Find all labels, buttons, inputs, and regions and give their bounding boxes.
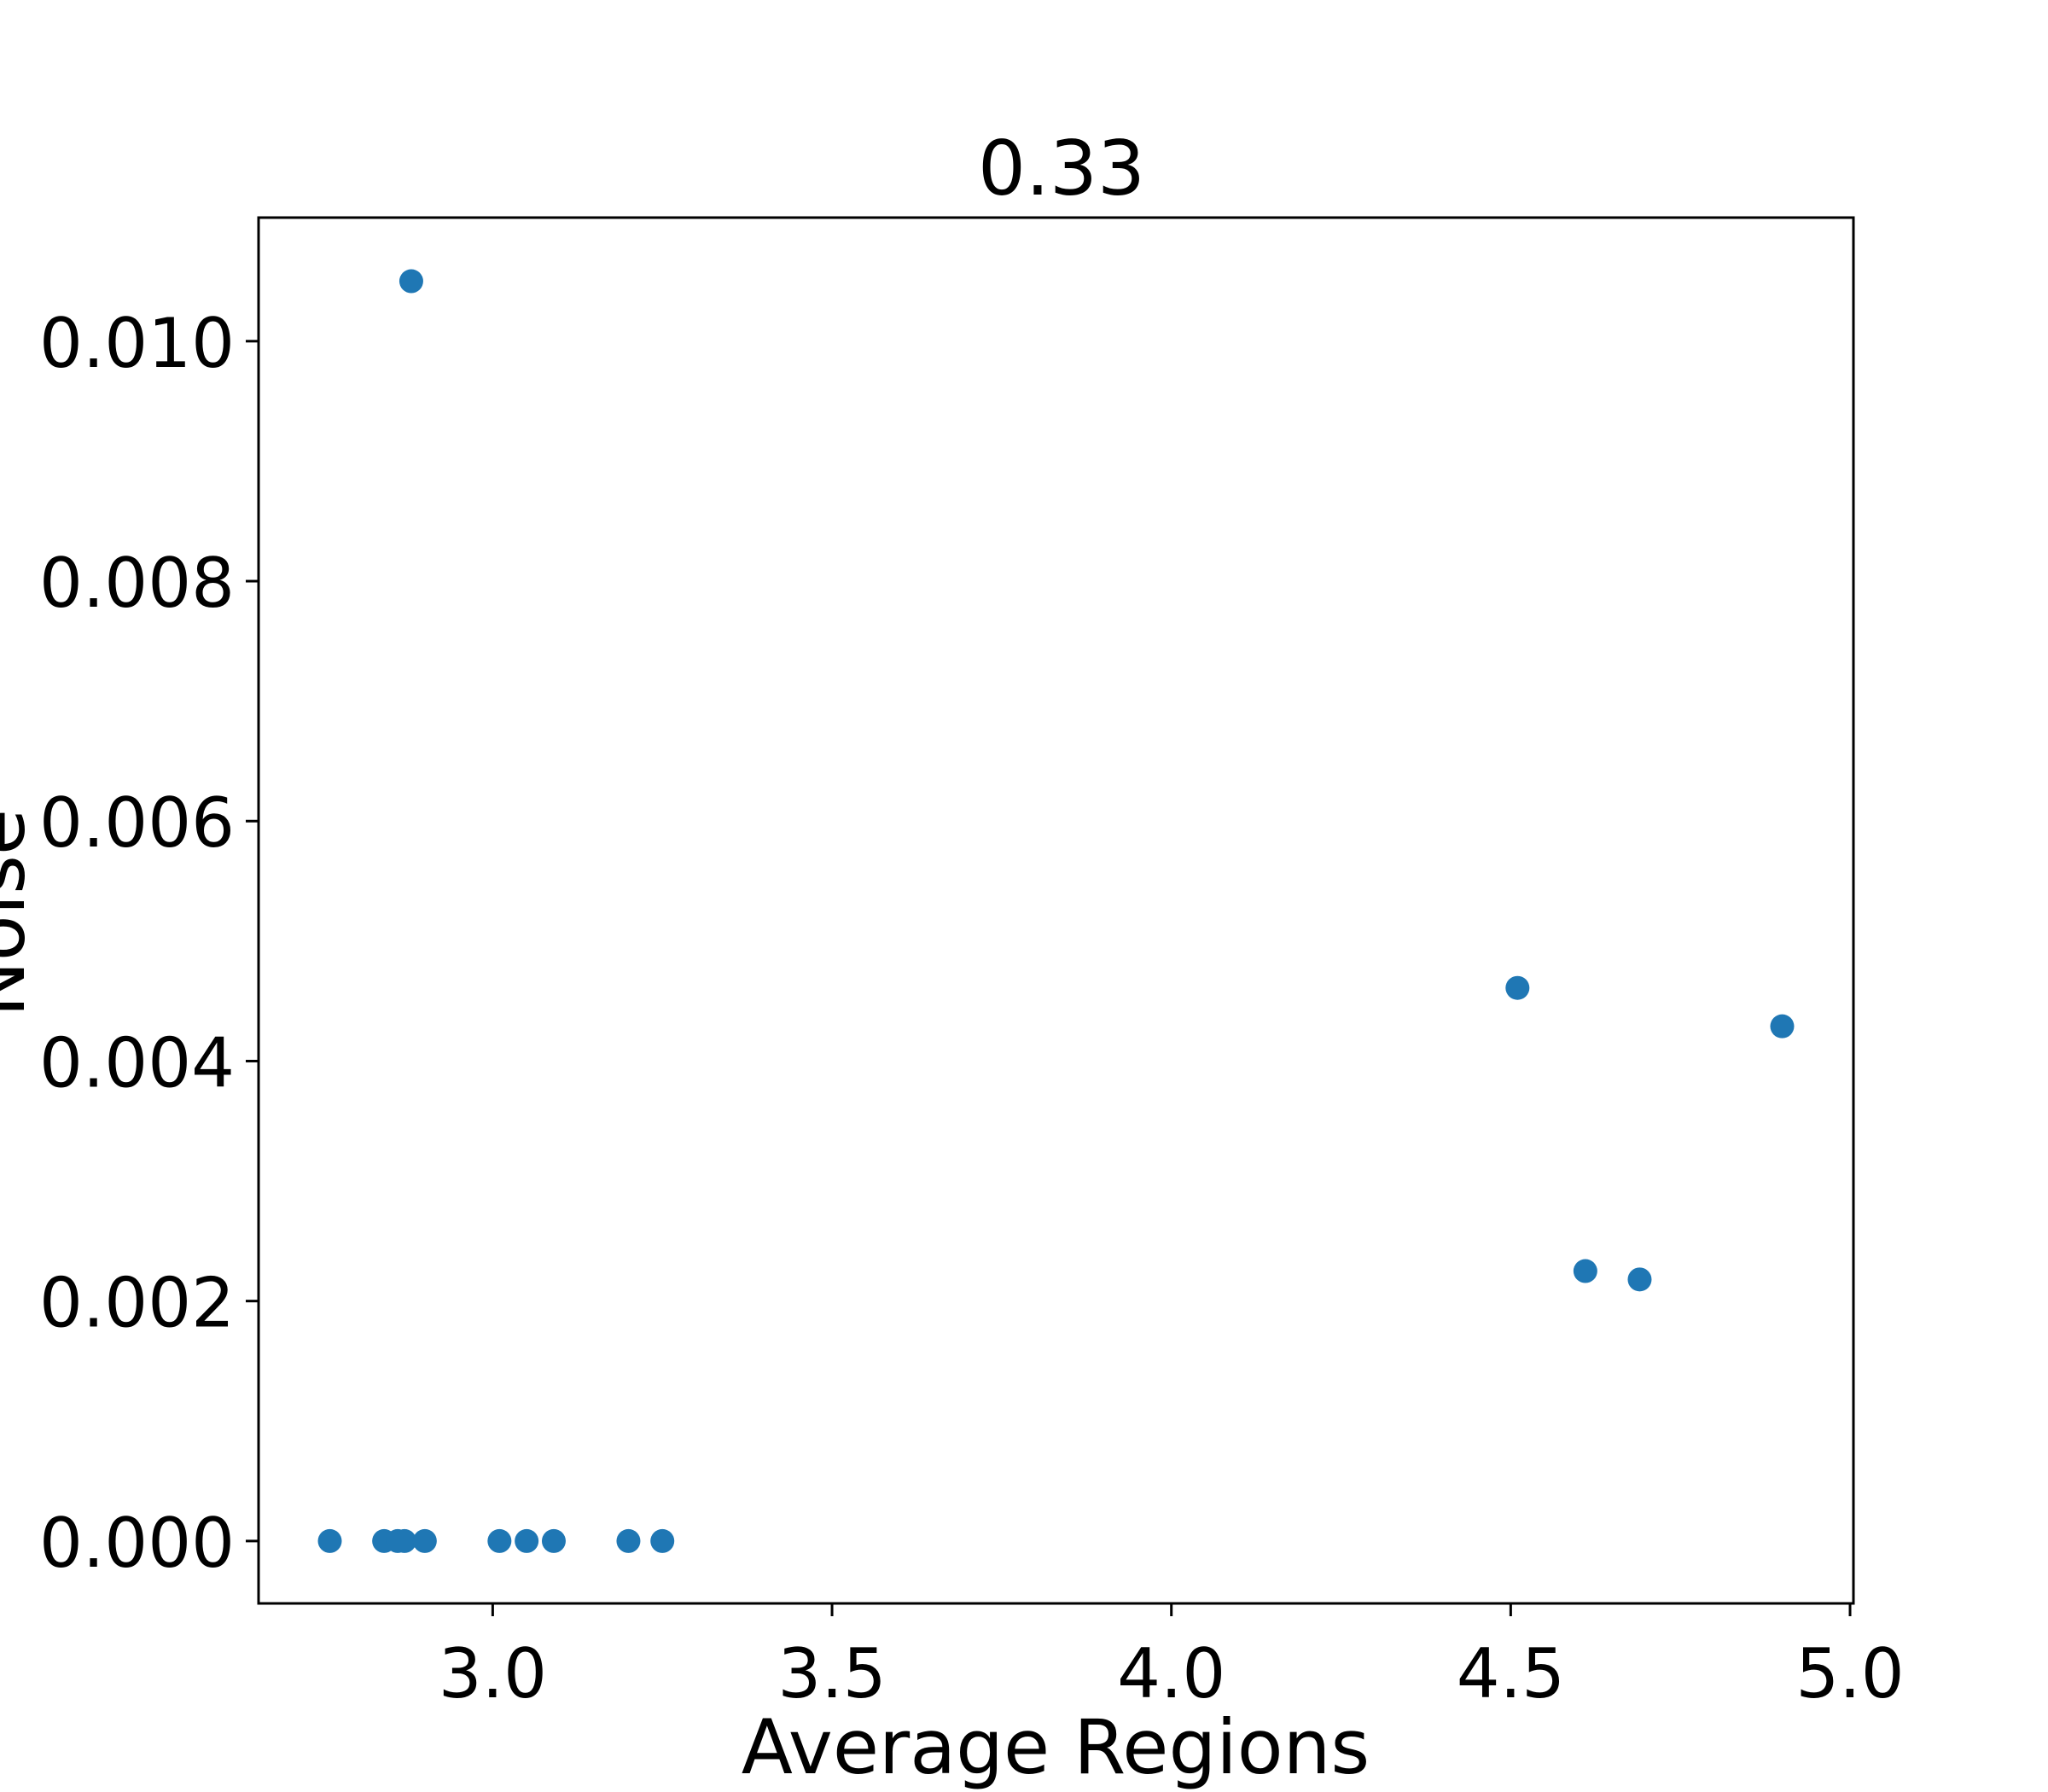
plot-frame bbox=[257, 216, 1855, 1605]
x-tick-label: 4.0 bbox=[1117, 1634, 1225, 1713]
scatter-point bbox=[515, 1528, 539, 1553]
scatter-point bbox=[1627, 1267, 1652, 1292]
scatter-point bbox=[1505, 975, 1530, 1000]
x-tick-label: 5.0 bbox=[1795, 1634, 1904, 1713]
scatter-point bbox=[487, 1528, 512, 1553]
scatter-point bbox=[317, 1528, 342, 1553]
scatter-point bbox=[392, 1528, 416, 1553]
x-tick-label: 3.0 bbox=[439, 1634, 547, 1713]
scatter-point bbox=[399, 269, 423, 294]
scatter-point bbox=[616, 1528, 641, 1553]
scatter-point bbox=[1770, 1014, 1795, 1039]
y-tick-label: 0.010 bbox=[39, 304, 235, 383]
chart-title: 0.33 bbox=[978, 125, 1145, 212]
y-tick-label: 0.002 bbox=[39, 1264, 235, 1343]
x-tick-label: 4.5 bbox=[1457, 1634, 1565, 1713]
x-axis-label: Average Regions bbox=[742, 1703, 1370, 1791]
scatter-point bbox=[650, 1528, 675, 1553]
scatter-point bbox=[541, 1528, 566, 1553]
y-axis-label: Noise bbox=[0, 809, 42, 1017]
y-tick-label: 0.008 bbox=[39, 544, 235, 623]
x-tick-label: 3.5 bbox=[777, 1634, 886, 1713]
y-tick-label: 0.000 bbox=[39, 1504, 235, 1583]
scatter-point bbox=[412, 1528, 437, 1553]
scatter-points bbox=[317, 269, 1795, 1553]
scatter-point bbox=[1573, 1259, 1597, 1283]
y-axis-ticks: 0.000 0.002 0.004 0.006 0.008 0.010 bbox=[39, 304, 259, 1583]
x-axis-ticks: 3.0 3.5 4.0 4.5 5.0 bbox=[439, 1603, 1905, 1713]
y-tick-label: 0.006 bbox=[39, 783, 235, 863]
y-tick-label: 0.004 bbox=[39, 1023, 235, 1103]
